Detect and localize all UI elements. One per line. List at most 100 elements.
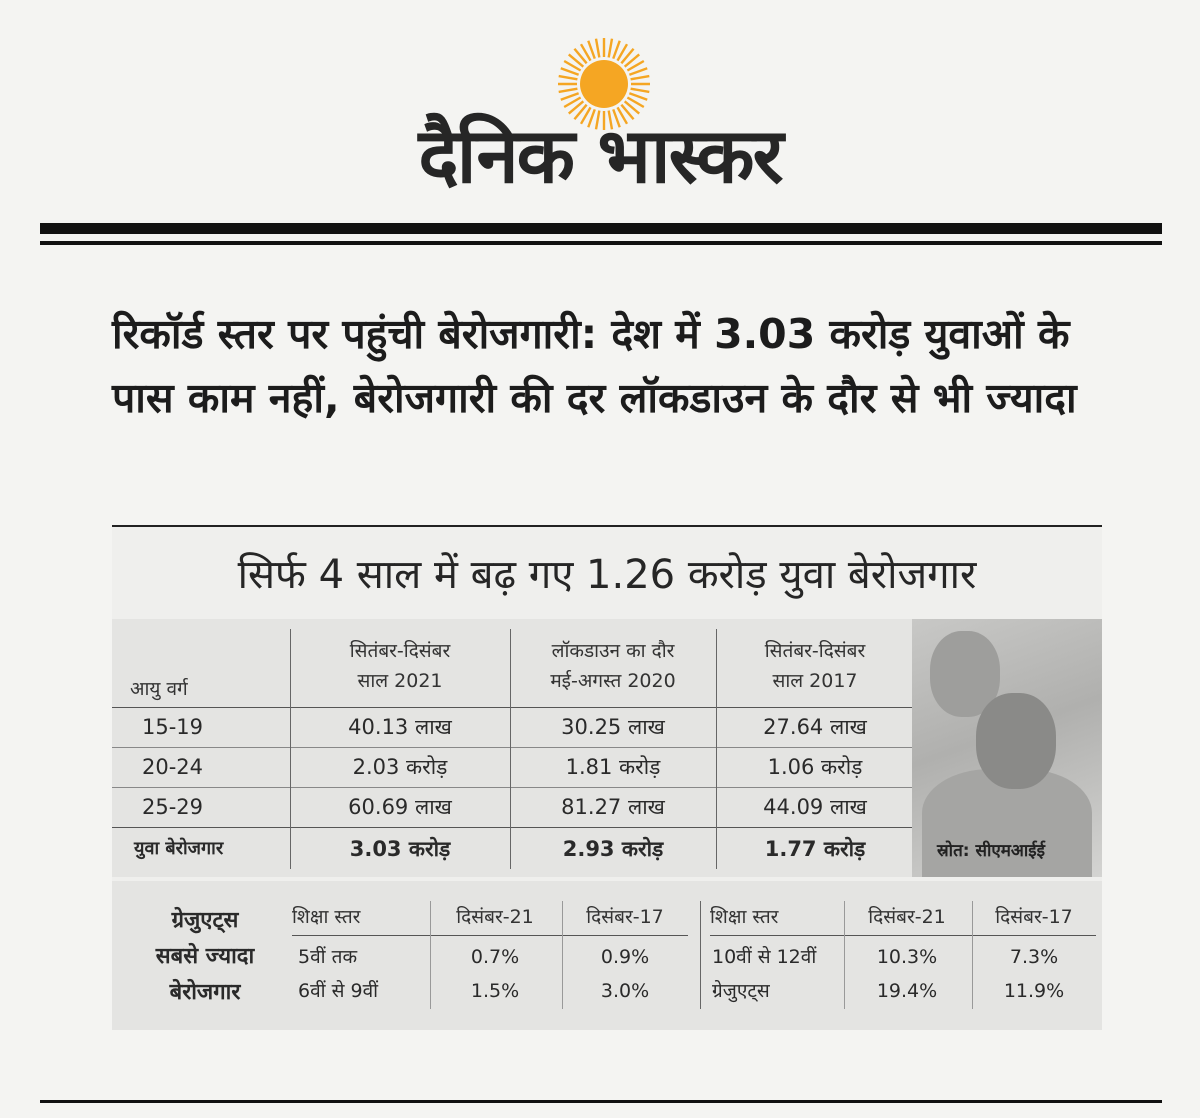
sun-ray [628,92,648,101]
sun-ray [626,96,645,109]
col-header: शिक्षा स्तर [710,906,779,928]
headline: रिकॉर्ड स्तर पर पहुंची बेरोजगारी: देश मे… [112,310,1077,422]
table-cell: 5वीं तक [298,946,358,968]
clipping-top-rule [112,525,1102,527]
masthead-logo: दैनिक भास्कर [418,111,783,200]
table-cell: 40.13 लाख [348,715,452,739]
total-cell: 3.03 करोड़ [349,837,451,861]
age-group-header: आयु वर्ग [130,678,188,700]
col-divider [290,629,291,869]
sun-ray [573,103,588,121]
table-cell: 19.4% [876,980,938,1002]
sun-ray [626,59,645,72]
sun-ray [579,106,592,125]
table-cell: 2.03 करोड़ [352,755,448,779]
col-header-2021-line2: साल 2021 [357,670,443,692]
sun-ray [616,106,629,125]
table-cell: 1.5% [470,980,520,1002]
sun-ray [594,38,601,58]
side-label-line3: बेरोजगार [169,980,241,1005]
sun-ray [587,40,596,60]
side-label-line1: ग्रेजुएट्स [171,908,239,933]
table-cell: 7.3% [1009,946,1059,968]
sun-ray [620,47,635,65]
table-cell: 81.27 लाख [561,795,665,819]
table-cell: 27.64 लाख [763,715,867,739]
table-cell: 0.9% [600,946,650,968]
sun-ray [558,87,578,94]
bottom-rule [40,1100,1162,1103]
table-cell: 0.7% [470,946,520,968]
sun-ray [587,108,596,128]
row-label: 20-24 [142,755,204,779]
col-divider [700,901,701,1009]
sun-ray [573,47,588,65]
col-header: शिक्षा स्तर [292,906,361,928]
sun-ray [612,108,621,128]
sun-ray [567,53,585,68]
sun-ray [612,40,621,60]
people-photo [912,619,1102,877]
sun-ray [620,103,635,121]
table-cell: 60.69 लाख [348,795,452,819]
table-cell: 30.25 लाख [561,715,665,739]
sun-ray [560,67,580,76]
masthead-divider-thick [40,223,1162,234]
table-cell: 6वीं से 9वीं [298,980,379,1002]
header-rule [292,935,688,936]
masthead-divider-thin [40,241,1162,245]
table-cell: ग्रेजुएट्स [712,980,770,1002]
col-header: दिसंबर-21 [868,906,946,928]
col-header: दिसंबर-21 [456,906,534,928]
col-header-2020-line2: मई-अगस्त 2020 [550,670,676,692]
col-header-2017-line1: सितंबर-दिसंबर [764,640,866,662]
col-header-2021-line1: सितंबर-दिसंबर [349,640,451,662]
sun-ray [607,110,614,130]
table-cell: 44.09 लाख [763,795,867,819]
age-group-table: आयु वर्ग सितंबर-दिसंबर साल 2021 लॉकडाउन … [112,619,1102,877]
sun-ray [630,87,650,94]
sun-ray [630,74,650,81]
total-row-label: युवा बेरोजगार [134,838,224,859]
table-cell: 1.81 करोड़ [565,755,661,779]
col-header: दिसंबर-17 [586,906,664,928]
col-divider [844,901,845,1009]
side-label-line2: सबसे ज्यादा [155,944,255,969]
col-divider [562,901,563,1009]
col-header: दिसंबर-17 [995,906,1073,928]
table-cell: 11.9% [1003,980,1065,1002]
row-rule [112,787,912,788]
sun-ray [567,100,585,115]
col-header-2017-line2: साल 2017 [772,670,858,692]
col-header-2020-line1: लॉकडाउन का दौर [551,640,675,662]
sun-ray [628,67,648,76]
clipping-title: सिर्फ 4 साल में बढ़ गए 1.26 करोड़ युवा ब… [237,552,977,598]
source-credit: स्रोत: सीएमआईई [937,841,1046,861]
col-divider [972,901,973,1009]
sun-ray [594,110,601,130]
education-table: ग्रेजुएट्स सबसे ज्यादा बेरोजगार शिक्षा स… [112,881,1102,1030]
table-cell: 1.06 करोड़ [767,755,863,779]
col-divider [510,629,511,869]
col-divider [716,629,717,869]
total-cell: 1.77 करोड़ [764,837,866,861]
total-cell: 2.93 करोड़ [562,837,664,861]
col-divider [430,901,431,1009]
table-cell: 10वीं से 12वीं [712,946,817,968]
sun-ray [563,59,582,72]
row-label: 15-19 [142,715,204,739]
sun-ray [563,96,582,109]
total-rule [112,827,912,828]
sun-ray [623,100,641,115]
sun-ray [560,92,580,101]
sun-ray [616,43,629,62]
sun-ray [558,74,578,81]
header-rule [112,707,912,708]
row-rule [112,747,912,748]
sun-ray [623,53,641,68]
row-label: 25-29 [142,795,204,819]
sun-ray [579,43,592,62]
table-cell: 10.3% [876,946,938,968]
sun-logo-icon [558,38,650,130]
header-rule [710,935,1096,936]
